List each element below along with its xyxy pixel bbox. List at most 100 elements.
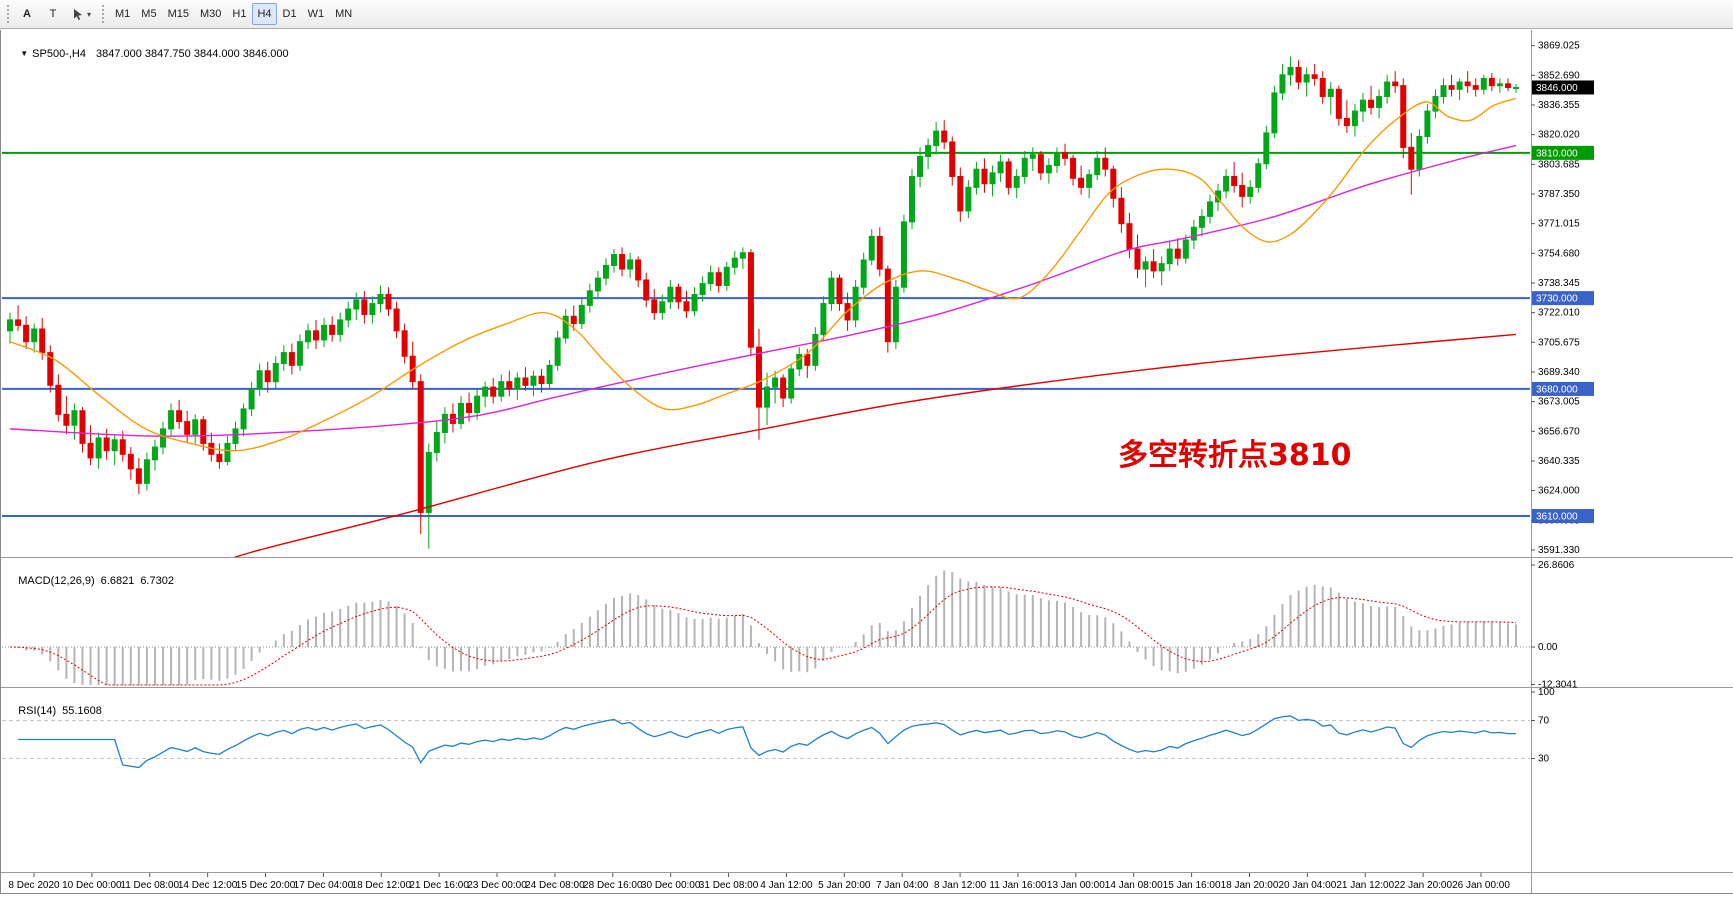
timeframe-button-d1[interactable]: D1 [278,3,302,25]
time-axis-label: 24 Dec 08:00 [525,880,585,891]
timeframe-button-m30[interactable]: M30 [195,3,226,25]
macd-panel-header: MACD(12,26,9) 6.6821 6.7302 [6,562,174,601]
time-axis-label: 21 Jan 12:00 [1336,880,1394,891]
macd-axis: 26.8606 0.00 -12.3041 [1531,560,1578,691]
rsi-value: 55.1608 [62,705,102,717]
timeframe-button-h1[interactable]: H1 [227,3,251,25]
price-axis-label: 3673.005 [1538,397,1580,408]
hline-price-tag-3680[interactable]: 3680.000 [1532,381,1594,396]
price-axis-label: 3771.015 [1538,219,1580,230]
toolbar-grip-2[interactable] [102,5,105,23]
time-axis-label: 17 Dec 04:00 [294,880,354,891]
price-axis-label: 3869.025 [1538,41,1580,52]
time-axis-label: 22 Jan 20:00 [1394,880,1452,891]
price-axis-label: 3591.330 [1538,545,1580,556]
svg-text:3846.000: 3846.000 [1536,83,1578,94]
price-axis-label: 3852.690 [1538,70,1580,81]
svg-text:3810.000: 3810.000 [1536,148,1578,159]
macd-signal-value: 6.7302 [140,575,174,587]
hline-price-tag-3610[interactable]: 3610.000 [1532,509,1594,524]
time-axis-label: 26 Jan 00:00 [1452,880,1510,891]
price-axis-label: 3836.355 [1538,100,1580,111]
svg-text:3680.000: 3680.000 [1536,384,1578,395]
timeframe-button-mn[interactable]: MN [330,3,357,25]
price-axis-label: 3738.345 [1538,278,1580,289]
price-axis-label: 3640.335 [1538,456,1580,467]
time-axis-label: 28 Dec 16:00 [583,880,643,891]
ma-fast-line [9,97,1517,452]
chart-ohlc-values: 3847.000 3847.750 3844.000 3846.000 [95,48,289,60]
timeframe-button-m5[interactable]: M5 [136,3,161,25]
macd-main-value: 6.6821 [100,575,135,587]
time-axis-label: 15 Dec 20:00 [236,880,296,891]
svg-text:3730.000: 3730.000 [1536,294,1578,305]
chart-annotation-text[interactable]: 多空转折点3810 [1118,438,1352,473]
time-axis-label: 5 Jan 20:00 [818,880,871,891]
time-axis-label: 31 Dec 08:00 [699,880,759,891]
price-axis-label: 3656.670 [1538,426,1580,437]
ma-mid-line [9,144,1517,437]
rsi-label: RSI(14) [18,705,57,717]
price-axis-label: 3820.020 [1538,130,1580,141]
rsi-axis-label: 30 [1538,754,1550,765]
timeframe-button-m15[interactable]: M15 [163,3,194,25]
ma-slow-line [233,333,1517,557]
time-axis-label: 11 Jan 16:00 [989,880,1047,891]
time-axis-label: 23 Dec 00:00 [467,880,527,891]
candlesticks [7,56,1519,549]
macd-histogram [17,570,1517,685]
one-click-trading-arrow-icon[interactable]: ▼ [20,49,29,58]
time-axis-label: 11 Dec 08:00 [120,880,179,891]
drawing-tools-dropdown-button[interactable]: ▾ [67,3,96,25]
rsi-panel-header: RSI(14) 55.1608 [6,692,102,731]
time-axis-label: 4 Jan 12:00 [760,880,813,891]
toolbar-grip[interactable] [7,5,9,23]
timeframe-button-w1[interactable]: W1 [303,3,330,25]
time-axis-label: 8 Dec 2020 [8,880,60,891]
macd-axis-label: -12.3041 [1538,680,1578,691]
time-axis-label: 14 Jan 08:00 [1105,880,1163,891]
price-axis-label: 3624.000 [1538,486,1580,497]
moving-averages [9,97,1517,557]
timeframe-button-group: M1 M5 M15 M30 H1 H4 D1 W1 MN [110,3,357,25]
rsi-axis-label: 70 [1538,716,1550,727]
price-axis-label: 3803.685 [1538,159,1580,170]
current-price-tag[interactable]: 3846.000 [1532,80,1594,95]
time-axis-label: 20 Jan 04:00 [1278,880,1336,891]
cursor-tool-icon [74,8,82,20]
chart-canvas[interactable]: 3869.025 3852.690 3836.355 3820.020 3803.685… [0,30,1733,894]
price-axis-label: 3787.350 [1538,189,1580,200]
price-axis-label: 3705.675 [1538,337,1580,348]
rsi-axis: 100 70 30 [1531,687,1555,765]
macd-axis-label: 0.00 [1538,642,1558,653]
time-axis-label: 14 Dec 12:00 [178,880,238,891]
time-axis-label: 21 Dec 16:00 [409,880,469,891]
text-label-tool-button[interactable]: A [15,3,39,25]
time-axis-label: 18 Jan 20:00 [1221,880,1279,891]
time-axis-label: 30 Dec 00:00 [641,880,701,891]
chart-header: ▼ SP500-,H4 3847.000 3847.750 3844.000 384… [8,34,289,74]
rsi-axis-label: 100 [1538,687,1555,698]
rsi-line [18,715,1516,769]
price-axis-label: 3754.680 [1538,248,1580,259]
price-axis-label: 3722.010 [1538,308,1580,319]
chart-symbol-period: SP500-,H4 [32,48,86,60]
hline-price-tag-3730[interactable]: 3730.000 [1532,291,1594,306]
top-toolbar: A T ▾ M1 M5 M15 M30 H1 H4 D1 W1 MN [0,0,1733,29]
price-axis-label: 3689.340 [1538,367,1580,378]
macd-label: MACD(12,26,9) [18,575,95,587]
time-axis-label: 10 Dec 00:00 [62,880,122,891]
time-axis-label: 18 Dec 12:00 [352,880,412,891]
macd-axis-label: 26.8606 [1538,560,1575,571]
chevron-down-icon: ▾ [87,9,92,19]
timeframe-button-m1[interactable]: M1 [110,3,135,25]
timeframe-button-h4[interactable]: H4 [252,3,277,25]
time-axis-label: 13 Jan 00:00 [1047,880,1105,891]
time-axis-label: 7 Jan 04:00 [876,880,929,891]
time-axis-label: 8 Jan 12:00 [934,880,987,891]
hline-price-tag-3810[interactable]: 3810.000 [1532,145,1594,160]
chart-area: 3869.025 3852.690 3836.355 3820.020 3803.685… [0,30,1733,894]
svg-text:3610.000: 3610.000 [1536,512,1578,523]
text-tool-button[interactable]: T [41,3,65,25]
